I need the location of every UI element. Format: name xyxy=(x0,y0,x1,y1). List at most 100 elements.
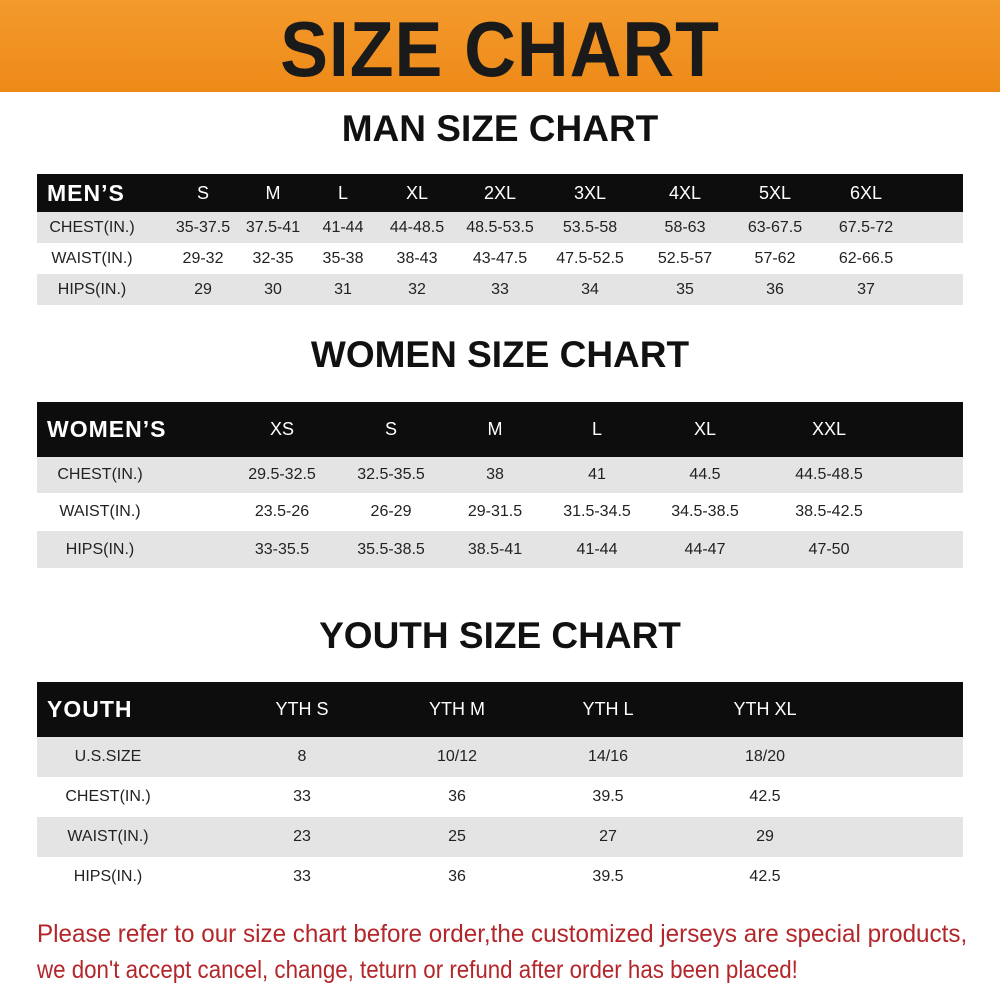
table-title-cell: WOMEN’S xyxy=(47,416,167,442)
measurement-cell: 32 xyxy=(408,280,426,298)
row-label: HIPS(IN.) xyxy=(57,280,127,298)
measurement-cell: 32-35 xyxy=(252,249,294,267)
table-header-row: MEN’S S M L XL 2XL 3XL 4XL 5XL 6XL xyxy=(37,174,963,212)
size-header: XXL xyxy=(811,419,847,439)
measurement-cell: 41 xyxy=(588,466,606,483)
measurement-cell: 33-35.5 xyxy=(254,540,310,558)
measurement-cell: 8 xyxy=(297,748,307,765)
row-label: HIPS(IN.) xyxy=(65,540,135,558)
row-label: CHEST(IN.) xyxy=(57,466,143,483)
measurement-cell: 37 xyxy=(857,280,875,298)
size-header: L xyxy=(591,419,603,439)
measurement-cell: 38 xyxy=(486,466,504,483)
measurement-cell: 48.5-53.5 xyxy=(466,218,534,236)
measurement-cell: 63-67.5 xyxy=(747,218,803,236)
measurement-cell: 58-63 xyxy=(664,218,706,236)
table-row: U.S.SIZE 8 10/12 14/16 18/20 xyxy=(37,737,963,777)
table-row: CHEST(IN.) 33 36 39.5 42.5 xyxy=(37,777,963,817)
table-row: CHEST(IN.) 29.5-32.5 32.5-35.5 38 41 44.5 44.5… xyxy=(37,457,963,493)
measurement-cell: 41-44 xyxy=(576,540,618,558)
row-label: HIPS(IN.) xyxy=(73,868,143,885)
size-header: 3XL xyxy=(573,182,607,203)
row-label: CHEST(IN.) xyxy=(49,218,135,236)
measurement-cell: 31 xyxy=(334,280,352,298)
table-row: CHEST(IN.) 35-37.5 37.5-41 41-44 44-48.5 48.5… xyxy=(37,212,963,243)
women-section-title: WOMEN SIZE CHART xyxy=(310,334,690,375)
measurement-cell: 35-38 xyxy=(322,249,364,267)
size-header: M xyxy=(265,182,281,203)
measurement-cell: 33 xyxy=(293,788,311,805)
measurement-cell: 35 xyxy=(676,280,694,298)
measurement-cell: 44.5 xyxy=(689,466,721,483)
measurement-cell: 18/20 xyxy=(744,748,786,765)
table-row: WAIST(IN.) 23 25 27 29 xyxy=(37,817,963,857)
measurement-cell: 39.5 xyxy=(592,868,624,885)
measurement-cell: 29.5-32.5 xyxy=(248,466,316,483)
measurement-cell: 35-37.5 xyxy=(175,218,231,236)
measurement-cell: 29 xyxy=(756,828,774,845)
measurement-cell: 44-47 xyxy=(684,540,726,558)
measurement-cell: 27 xyxy=(599,828,617,845)
table-row: WAIST(IN.) 23.5-26 26-29 29-31.5 31.5-34.5 34… xyxy=(37,493,963,531)
row-label: CHEST(IN.) xyxy=(65,788,151,805)
measurement-cell: 38.5-42.5 xyxy=(795,503,863,520)
banner-title: SIZE CHART xyxy=(280,5,720,93)
measurement-cell: 23.5-26 xyxy=(254,503,310,520)
measurement-cell: 44-48.5 xyxy=(389,218,445,236)
measurement-cell: 62-66.5 xyxy=(838,249,894,267)
measurement-cell: 34 xyxy=(581,280,599,298)
size-header: 6XL xyxy=(849,182,883,203)
measurement-cell: 33 xyxy=(293,868,311,885)
measurement-cell: 34.5-38.5 xyxy=(671,503,739,520)
measurement-cell: 33 xyxy=(491,280,509,298)
measurement-cell: 47.5-52.5 xyxy=(556,249,624,267)
measurement-cell: 29-32 xyxy=(182,249,224,267)
size-header: YTH S xyxy=(275,699,329,719)
size-header: 5XL xyxy=(758,182,792,203)
table-title-cell: YOUTH xyxy=(47,696,133,722)
row-label: WAIST(IN.) xyxy=(67,828,149,845)
table-title-cell: MEN’S xyxy=(47,179,125,206)
table-row: HIPS(IN.) 29 30 31 32 33 34 35 36 37 xyxy=(37,274,963,305)
row-label: WAIST(IN.) xyxy=(51,249,133,267)
measurement-cell: 36 xyxy=(448,868,466,885)
measurement-cell: 36 xyxy=(448,788,466,805)
measurement-cell: 39.5 xyxy=(592,788,624,805)
banner: SIZE CHART xyxy=(0,0,1000,93)
measurement-cell: 10/12 xyxy=(436,748,478,765)
men-section-title: MAN SIZE CHART xyxy=(341,108,659,149)
size-header: XS xyxy=(269,419,295,439)
measurement-cell: 38.5-41 xyxy=(467,540,523,558)
measurement-cell: 25 xyxy=(448,828,466,845)
youth-section-title: YOUTH SIZE CHART xyxy=(319,615,681,656)
size-header: XL xyxy=(405,182,429,203)
measurement-cell: 30 xyxy=(264,280,282,298)
measurement-cell: 37.5-41 xyxy=(245,218,301,236)
size-header: YTH XL xyxy=(733,699,797,719)
measurement-cell: 26-29 xyxy=(370,503,412,520)
measurement-cell: 53.5-58 xyxy=(562,218,618,236)
table-row: HIPS(IN.) 33-35.5 35.5-38.5 38.5-41 41-44 44-… xyxy=(37,531,963,568)
measurement-cell: 29-31.5 xyxy=(467,503,523,520)
table-header-row: YOUTH YTH S YTH M YTH L YTH XL xyxy=(37,682,963,737)
measurement-cell: 38-43 xyxy=(396,249,438,267)
table-row: WAIST(IN.) 29-32 32-35 35-38 38-43 43-47.5 47.… xyxy=(37,243,963,274)
measurement-cell: 47-50 xyxy=(808,540,850,558)
table-header-row: WOMEN’S XS S M L XL XXL xyxy=(37,402,963,457)
measurement-cell: 57-62 xyxy=(754,249,796,267)
row-label: U.S.SIZE xyxy=(74,748,142,765)
measurement-cell: 41-44 xyxy=(322,218,364,236)
measurement-cell: 35.5-38.5 xyxy=(357,540,425,558)
footer-notice-line-2: we don't accept cancel, change, teturn o… xyxy=(37,956,798,984)
measurement-cell: 14/16 xyxy=(587,748,629,765)
measurement-cell: 29 xyxy=(194,280,212,298)
size-header: S xyxy=(384,419,398,439)
measurement-cell: 32.5-35.5 xyxy=(357,466,425,483)
size-header: YTH M xyxy=(429,699,485,719)
size-header: L xyxy=(337,182,349,203)
size-header: 4XL xyxy=(668,182,702,203)
measurement-cell: 44.5-48.5 xyxy=(795,466,863,483)
row-label: WAIST(IN.) xyxy=(59,503,141,520)
footer-notice-line-1: Please refer to our size chart before or… xyxy=(37,920,968,948)
measurement-cell: 23 xyxy=(293,828,311,845)
